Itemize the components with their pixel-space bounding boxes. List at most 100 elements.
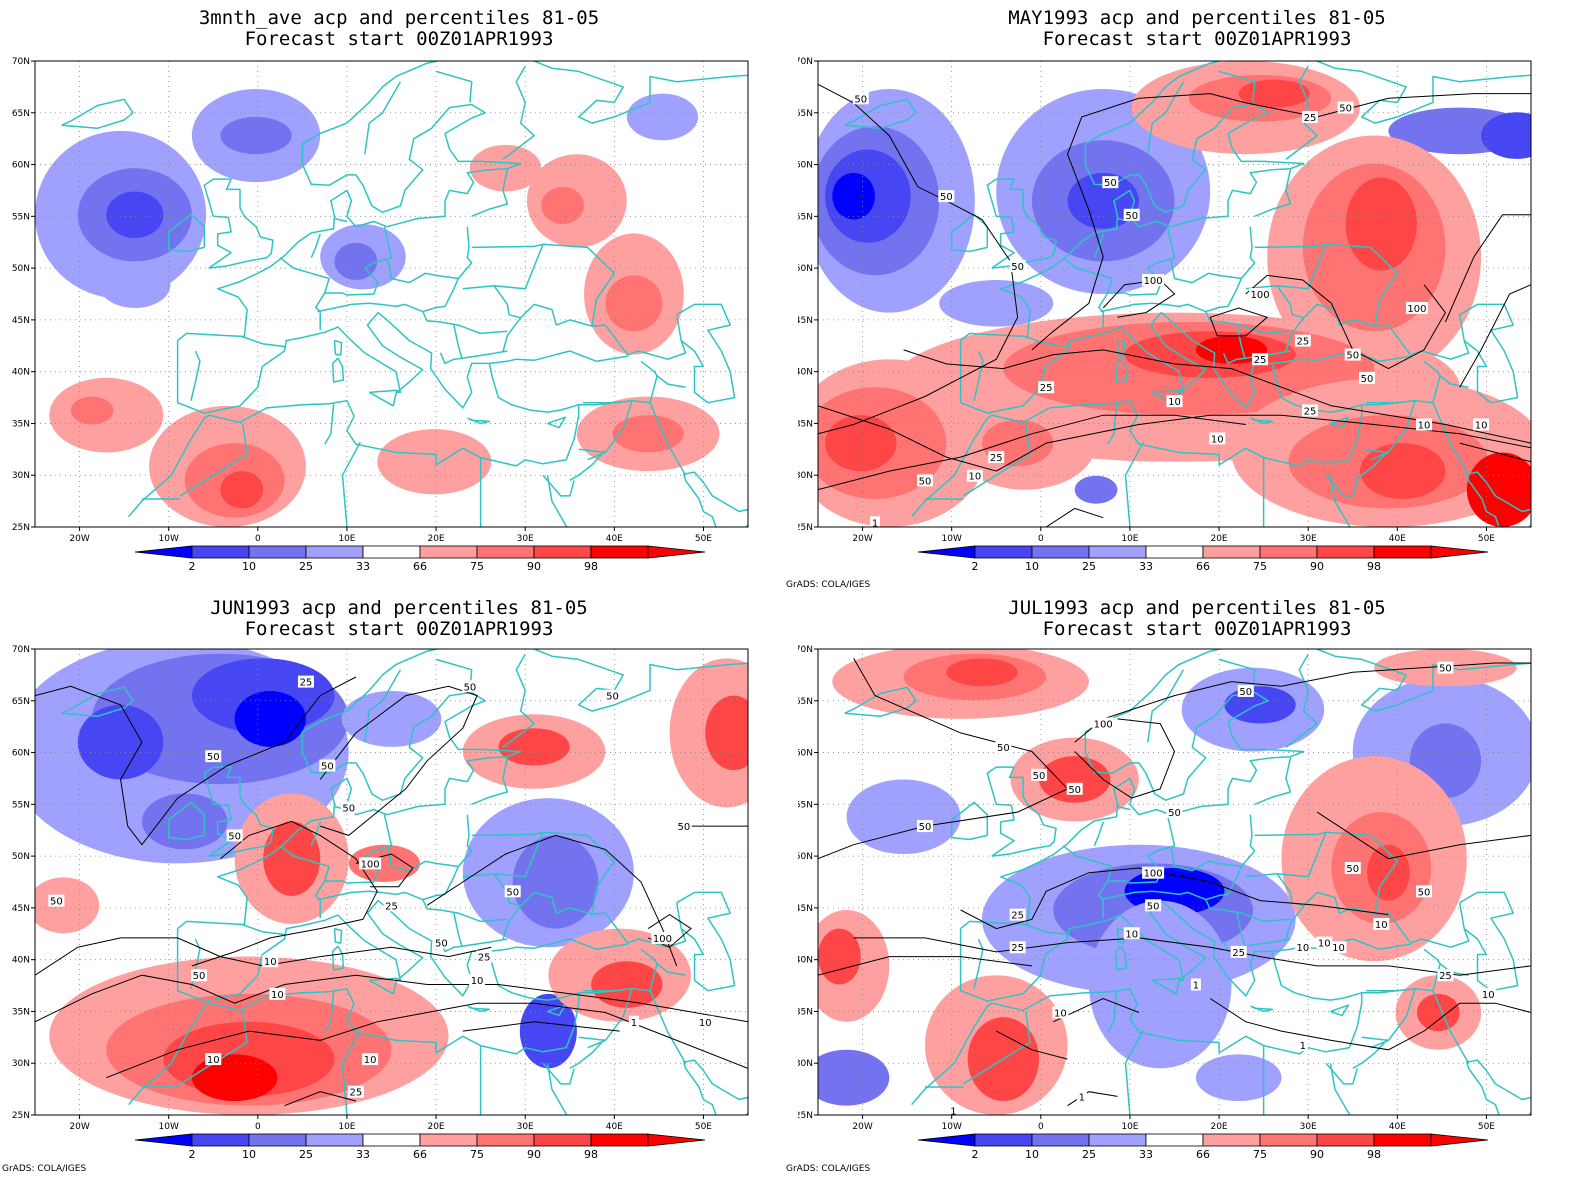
contour-label: 25 [990,453,1003,464]
coastline [1330,416,1350,429]
contour-label: 50 [1147,901,1160,912]
contour-label-bg [262,955,279,968]
contour-label: 10 [1168,397,1181,408]
contour-label-bg [1076,1090,1087,1103]
coastline [950,801,989,841]
anomaly-region [1466,452,1531,527]
coastline [333,927,343,944]
colorbar-label: 10 [1025,560,1039,573]
contour-label-bg [1102,176,1119,189]
coastline [683,471,748,527]
anomaly-region [605,275,663,332]
coastline [1366,399,1416,404]
contour-line [1067,1091,1118,1107]
anomaly-region [1367,844,1410,901]
contour-label-bg [1190,978,1201,991]
colorbar-arrow-left [134,545,193,559]
colorbar-segment [1202,545,1261,559]
y-tick-label: 50N [798,264,813,274]
anomaly-region [141,793,228,850]
y-tick-label: 30N [12,471,30,481]
colorbar-label: 10 [1025,1148,1039,1161]
contour-label: 10 [1475,420,1488,431]
x-tick-label: 10W [159,1122,179,1132]
grads-credit: GrADS: COLA/IGES [786,1164,871,1174]
anomaly-region [832,172,876,220]
colorbar-label: 25 [299,560,313,573]
contour-label-bg [226,829,243,842]
colorbar-segment [1088,1133,1147,1147]
contour-label: 25 [1232,948,1245,959]
contour-label-bg [504,885,521,898]
colorbar-label: 90 [527,1148,541,1161]
colorbar-segment [191,1133,250,1147]
anomaly-region [591,961,663,1008]
coastline [1325,831,1399,915]
coastline [1107,991,1118,1033]
coastline [1352,450,1389,482]
contour-label: 25 [478,953,491,964]
contour-label-bg [1166,806,1183,819]
contour-line [191,820,378,967]
y-tick-label: 25N [12,1111,30,1121]
coastline [959,899,1411,1002]
plot-frame [817,60,1532,528]
y-tick-label: 45N [12,904,30,914]
contour-label: 25 [1011,943,1024,954]
contour-label: 50 [1418,887,1431,898]
y-tick-label: 60N [798,161,813,171]
coastline [422,866,459,901]
x-tick-label: 50E [1478,534,1495,544]
coastline [331,357,345,383]
y-tick-label: 50N [798,852,813,862]
contour-label-bg [297,675,314,688]
y-tick-label: 70N [798,645,813,655]
coastline [177,61,535,342]
contour-label: 25 [1254,355,1267,366]
coastline [1254,757,1292,805]
anomaly-region [512,835,599,929]
colorbar-segment [1259,545,1318,559]
panel-subtitle: Forecast start 00Z01APR1993 [244,618,554,640]
colorbar-segment [476,545,535,559]
coastline [1116,927,1126,944]
coastline [578,1036,606,1042]
colorbar-segment [1373,545,1432,559]
coastline [364,669,402,743]
contour-label-bg [1066,782,1083,795]
contour-label-bg [966,469,983,482]
coastline [1151,977,1181,995]
x-tick-label: 0 [1038,1122,1044,1132]
coastline [587,988,633,1049]
contour-label: 50 [228,831,241,842]
x-tick-label: 30E [517,534,534,544]
coastline [467,1005,491,1013]
y-tick-label: 60N [12,161,30,171]
coastline [190,350,201,401]
plot-frame [34,60,749,528]
coastline [1116,805,1131,811]
y-tick-label: 55N [12,212,30,222]
coastline [1147,669,1185,743]
coastline [675,303,736,404]
shaded-field [818,61,1531,527]
colorbar-label: 25 [299,1148,313,1161]
anomaly-region [191,1054,278,1102]
contour-label-bg [1416,418,1433,431]
coastline [387,814,473,872]
contour-label: 50 [677,822,690,833]
y-tick-label: 65N [798,109,813,119]
x-tick-label: 20W [69,534,89,544]
coastline [1410,928,1470,948]
coastline [569,450,606,482]
axis-ticks: 70N 65N 60N 55N 50N 45N 40N 35N 30N 25N 20W 10W 0 10E… [798,645,1495,1132]
contour-label: 10 [264,957,277,968]
contour-label-bg [1373,917,1390,930]
contour-line [1053,997,1140,1023]
panel-subtitle: Forecast start 00Z01APR1993 [1042,28,1352,50]
anomaly-region [1074,475,1118,504]
contour-label: 50 [1346,351,1359,362]
x-tick-label: 10E [1121,534,1138,544]
contour-label-bg [916,820,933,833]
contour-label: 25 [1040,383,1053,394]
